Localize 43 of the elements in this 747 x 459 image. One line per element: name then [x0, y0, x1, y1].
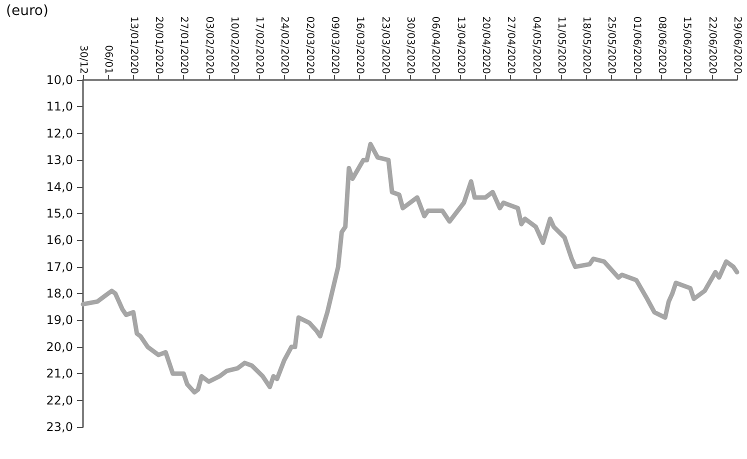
y-tick-label: 10,0 [46, 73, 73, 87]
x-tick-label: 15/06/2020 [681, 16, 692, 74]
y-tick-label: 16,0 [46, 233, 73, 248]
x-tick-label: 27/01/2020 [178, 16, 190, 74]
x-tick-label: 13/01/2020 [128, 16, 139, 74]
x-tick-label: 13/04/2020 [454, 16, 466, 74]
y-tick-label: 20,0 [46, 340, 73, 354]
x-tick-label: 29/06/2020 [732, 16, 742, 74]
x-tick-label: 22/06/2020 [706, 16, 718, 74]
x-tick-label: 10/02/2020 [228, 16, 240, 74]
y-tick-label: 15,0 [46, 206, 73, 220]
y-tick-label: 19,0 [46, 313, 73, 328]
y-tick-label: 22,0 [46, 393, 73, 408]
y-tick-label: 11,0 [46, 100, 73, 114]
y-tick-label: 13,0 [46, 153, 73, 168]
x-tick-label: 20/01/2020 [152, 16, 164, 74]
x-tick-label: 08/06/2020 [656, 16, 668, 74]
y-tick-label: 21,0 [46, 366, 73, 381]
x-tick-label: 23/03/2020 [379, 16, 390, 74]
x-tick-label: 17/02/2020 [254, 16, 265, 74]
x-tick-label: 20/04/2020 [480, 16, 491, 74]
x-tick-label: 06/01 [102, 45, 114, 74]
x-tick-label: 03/02/2020 [203, 16, 214, 74]
y-tick-label: 18,0 [46, 286, 73, 301]
y-tick-label: 12,0 [46, 126, 73, 140]
x-tick-label: 01/06/2020 [630, 16, 642, 74]
y-tick-label: 14,0 [46, 180, 73, 194]
x-tick-label: 30/03/2020 [404, 16, 416, 74]
x-tick-label: 18/05/2020 [580, 16, 592, 74]
y-tick-label: 23,0 [46, 420, 73, 434]
x-tick-label: 11/05/2020 [555, 16, 566, 74]
x-tick-label: 16/03/2020 [354, 16, 366, 74]
line-series [80, 142, 740, 395]
x-tick-label: 27/04/2020 [505, 16, 516, 74]
y-tick-label: 17,0 [46, 260, 73, 274]
x-tick-label: 02/03/2020 [304, 16, 315, 74]
x-tick-label: 04/05/2020 [530, 16, 542, 74]
x-tick-label: 25/05/2020 [606, 16, 617, 74]
x-tick-label: 24/02/2020 [278, 16, 290, 74]
x-tick-label: 06/04/2020 [430, 16, 441, 74]
x-tick-label: 09/03/2020 [329, 16, 340, 74]
y-axis-title: (euro) [6, 3, 48, 19]
x-tick-label: 30/12 [78, 45, 88, 74]
